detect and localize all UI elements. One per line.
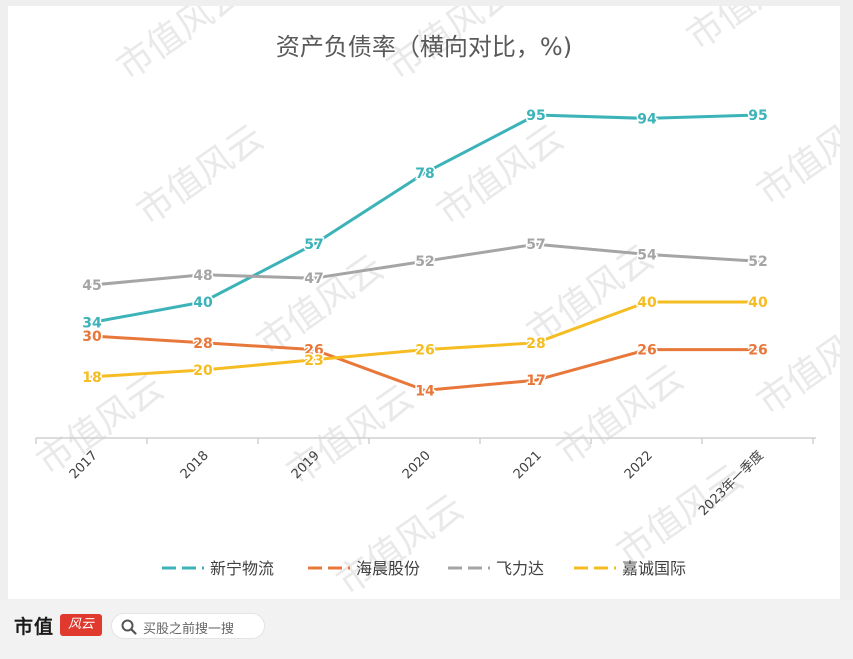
legend-item: 飞力达: [448, 559, 544, 578]
legend-label: 新宁物流: [210, 559, 274, 578]
data-label: 78: [415, 166, 434, 182]
legend-label: 海晨股份: [356, 559, 420, 578]
brand-logo: 市值: [14, 616, 55, 638]
data-label: 18: [82, 370, 101, 386]
data-label: 48: [193, 268, 212, 284]
data-label: 26: [637, 343, 656, 359]
watermark-text: 市值风云: [330, 487, 471, 599]
data-label: 28: [526, 336, 545, 352]
data-label: 34: [82, 315, 102, 331]
watermark-text: 市值风云: [110, 6, 251, 88]
data-label: 23: [304, 353, 323, 369]
series-line: [90, 334, 760, 392]
x-tick-label: 2021: [511, 448, 545, 482]
legend-label: 飞力达: [496, 559, 544, 578]
data-label: 54: [637, 247, 657, 263]
legend-item: 海晨股份: [308, 559, 420, 578]
data-label: 40: [193, 295, 213, 311]
data-label: 94: [637, 111, 657, 127]
brand-seal: 风云: [60, 614, 102, 636]
data-label: 26: [304, 343, 323, 359]
watermark-text: 市值风云: [130, 117, 271, 233]
data-label: 28: [193, 336, 212, 352]
data-label: 47: [304, 271, 323, 287]
x-tick-label: 2018: [178, 448, 212, 482]
x-tick-label: 2022: [622, 448, 656, 482]
chart-card: 市值风云 市值风云 市值风云 市值风云 市值风云 市值风云 市值风云 市值风云 市值风云 市值风云…: [8, 6, 840, 599]
watermark-text: 市值风云: [750, 307, 840, 423]
legend-label: 嘉诚国际: [622, 559, 686, 578]
x-tick-label: 2020: [400, 448, 434, 482]
chart-title: 资产负债率（横向对比，%): [276, 33, 572, 61]
data-label: 57: [526, 237, 545, 253]
search-box[interactable]: 买股之前搜一搜: [111, 613, 265, 639]
data-label: 17: [526, 373, 545, 389]
search-placeholder: 买股之前搜一搜: [143, 622, 235, 637]
data-label: 40: [637, 295, 657, 311]
data-label: 26: [748, 343, 767, 359]
series-line: [90, 300, 760, 379]
data-label: 26: [415, 343, 434, 359]
legend-item: 嘉诚国际: [574, 559, 686, 578]
data-label: 30: [82, 329, 102, 345]
data-label: 20: [193, 363, 213, 379]
data-label: 52: [415, 254, 434, 270]
series-line: [90, 113, 760, 324]
search-icon: [121, 619, 137, 635]
data-label: 57: [304, 237, 323, 253]
watermark-text: 市值风云: [680, 6, 821, 58]
data-label: 95: [748, 108, 767, 124]
data-label: 40: [748, 295, 768, 311]
footer-bar: 市值 风云 买股之前搜一搜: [0, 600, 853, 659]
data-label: 14: [415, 383, 435, 399]
watermark-text: 市值风云: [550, 357, 691, 473]
legend-item: 新宁物流: [162, 559, 274, 578]
data-label: 45: [82, 278, 101, 294]
data-label: 95: [526, 108, 545, 124]
series-line: [90, 242, 760, 287]
data-label: 52: [748, 254, 767, 270]
